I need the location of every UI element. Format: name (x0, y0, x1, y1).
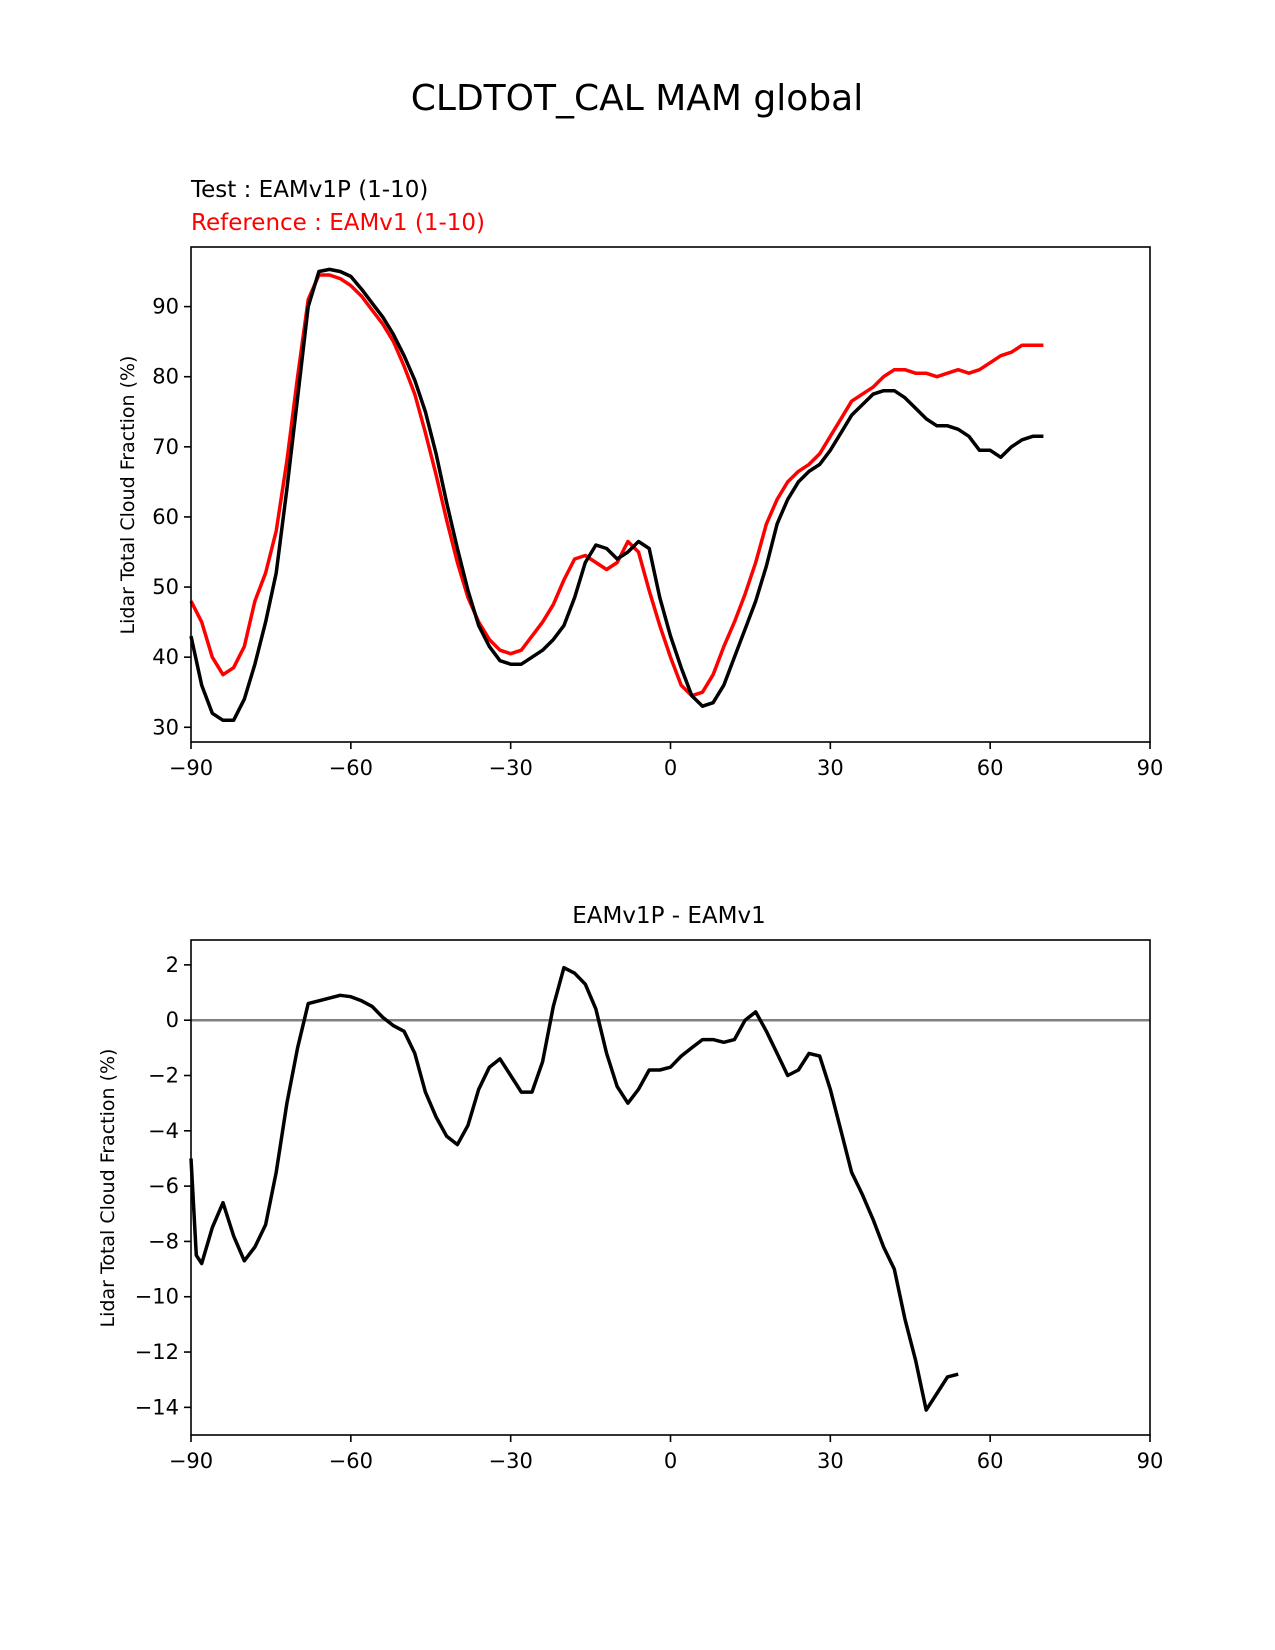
x-tick-label: 30 (817, 1449, 844, 1473)
y-tick-label: −2 (148, 1064, 179, 1088)
x-tick-label: −60 (329, 1449, 373, 1473)
reference-subtitle: Reference : EAMv1 (1-10) (191, 210, 485, 236)
x-tick-label: 30 (817, 756, 844, 780)
y-tick-label: −4 (148, 1119, 179, 1143)
y-tick-label: −14 (135, 1395, 179, 1419)
axes-frame (190, 246, 1151, 743)
y-tick-label: 70 (152, 435, 179, 459)
difference-series-line (189, 965, 959, 1412)
y-tick-label: 2 (166, 953, 179, 977)
x-tick-label: 90 (1137, 756, 1164, 780)
x-tick-label: 0 (664, 1449, 677, 1473)
x-tick-label: 60 (977, 1449, 1004, 1473)
x-tick-label: −90 (169, 1449, 213, 1473)
x-tick-label: −60 (329, 756, 373, 780)
bottom-y-axis-label: Lidar Total Cloud Fraction (%) (97, 1049, 119, 1328)
x-tick-label: 0 (664, 756, 677, 780)
y-tick-label: 90 (152, 295, 179, 319)
y-tick-label: 40 (152, 645, 179, 669)
top-chart: Test : EAMv1P (1-10) Reference : EAMv1 (… (117, 177, 1163, 780)
top-plot-area: −90 −60 −30 0 30 60 90 30 40 50 60 70 80 90 (152, 246, 1164, 780)
y-tick-label: −12 (135, 1340, 179, 1364)
test-subtitle: Test : EAMv1P (1-10) (190, 177, 428, 203)
y-tick-label: −10 (135, 1285, 179, 1309)
y-tick-label: 0 (166, 1008, 179, 1032)
x-tick-label: 90 (1137, 1449, 1164, 1473)
x-tick-label: −30 (489, 756, 533, 780)
test-series-line (189, 267, 1044, 723)
top-y-axis-label: Lidar Total Cloud Fraction (%) (117, 356, 139, 635)
x-tick-label: −90 (169, 756, 213, 780)
bottom-chart: EAMv1P - EAMv1 Lidar Total Cloud Fractio… (97, 903, 1163, 1473)
y-tick-label: 80 (152, 365, 179, 389)
difference-title: EAMv1P - EAMv1 (572, 903, 766, 929)
y-tick-label: 30 (152, 715, 179, 739)
figure-title: CLDTOT_CAL MAM global (411, 78, 863, 119)
x-tick-label: 60 (977, 756, 1004, 780)
bottom-plot-area: −90 −60 −30 0 30 60 90 2 0 −2 −4 −6 −8 −10 −12 −14 (135, 939, 1164, 1473)
y-tick-label: −6 (148, 1174, 179, 1198)
reference-series-line (189, 273, 1044, 698)
x-tick-label: −30 (489, 1449, 533, 1473)
y-tick-label: 60 (152, 505, 179, 529)
axes-frame (190, 939, 1151, 1436)
y-tick-label: 50 (152, 575, 179, 599)
y-tick-label: −8 (148, 1229, 179, 1253)
